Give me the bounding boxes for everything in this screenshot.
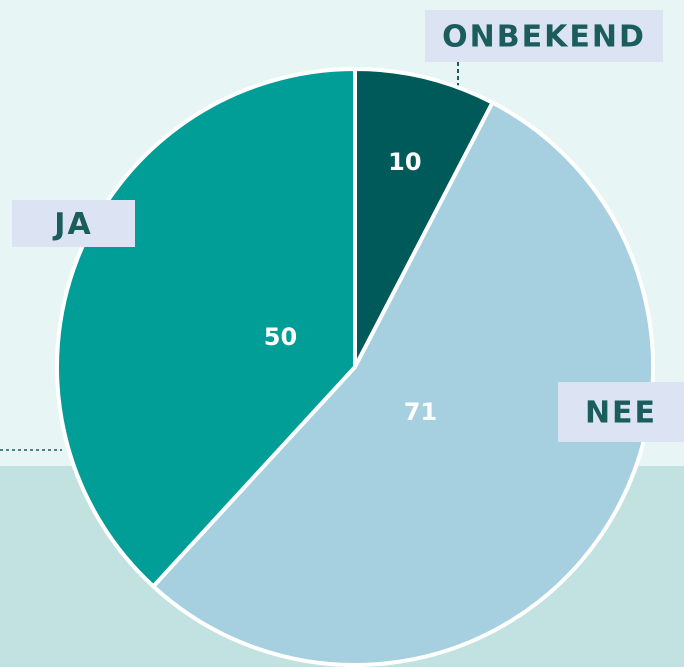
pie bbox=[55, 67, 655, 667]
value-label: 10 bbox=[388, 148, 421, 176]
label-box bbox=[12, 200, 135, 247]
pie-slice bbox=[55, 67, 357, 589]
labels: 10 ONBEKEND 71 NEE 50 JA bbox=[12, 10, 684, 442]
label-box bbox=[558, 382, 684, 442]
label-box bbox=[425, 10, 663, 62]
category-label: ONBEKEND bbox=[442, 20, 646, 55]
category-label: JA bbox=[52, 207, 92, 242]
category-label: NEE bbox=[585, 396, 657, 431]
pie-slice bbox=[353, 67, 495, 369]
value-label: 71 bbox=[404, 398, 437, 426]
value-label: 50 bbox=[264, 323, 297, 351]
pie-slice bbox=[151, 100, 655, 667]
